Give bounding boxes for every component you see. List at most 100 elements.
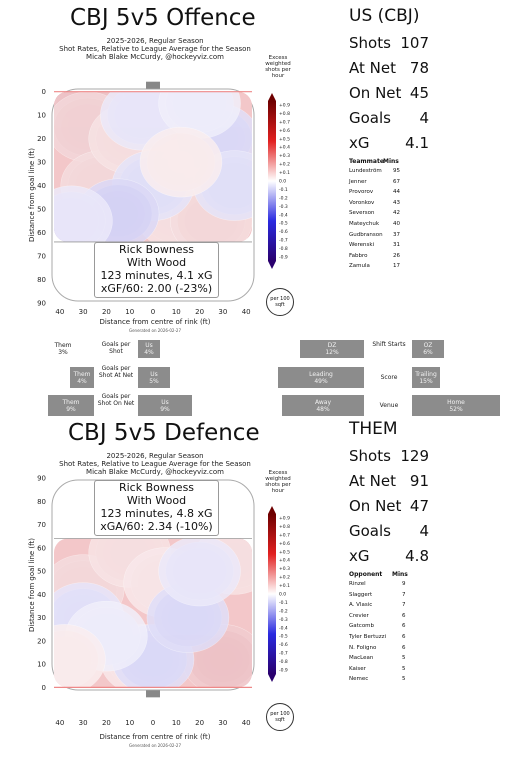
offence-stat-value: 45 [409,84,429,102]
defence-colorbar-tick: +0.5 [279,549,290,555]
defence-ytick: 40 [37,591,46,599]
defence-author: Micah Blake McCurdy, @hockeyviz.com [86,468,224,476]
teammate-mins: 42 [393,210,400,217]
offence-heatmap: 40 30 20 10 0 10 20 30 40 0 10 20 30 40 50 60 70 80 90 Dist… [28,81,290,316]
gpson-them: Them 9% [48,395,94,416]
offence-net [146,81,160,89]
offence-info-with: With Wood [126,256,187,269]
offence-colorbar-tick: -0.1 [279,187,288,193]
defence-xtick: 40 [55,719,64,726]
offence-colorbar-tick: +0.5 [279,136,290,142]
defence-xtick: 10 [125,719,134,726]
teammate-mins: 26 [393,252,400,259]
defence-ytick: 60 [37,544,46,552]
defence-generated: Generated on 2026-02-27 [129,743,181,748]
offence-xtick: 30 [79,308,88,316]
opponent-name: N. Foligno [349,644,377,651]
opponent-row: MacLean 5 [349,655,429,664]
opponent-mins: 7 [402,591,406,598]
offence-colorbar-tick: +0.2 [279,162,290,168]
gps-label: Goals per Shot [101,341,131,355]
defence-colorbar-tick: +0.7 [279,532,290,538]
opponent-name: MacLean [349,655,374,662]
offence-stats-table: Shots 107 At Net 78 On Net 45 Goals 4 xG 4.1 [349,34,499,164]
teammate-mins: 43 [393,199,400,206]
defence-xtick: 20 [102,719,111,726]
defence-ytick: 0 [42,684,46,692]
opponent-name: Nemec [349,676,369,683]
offence-xtick: 0 [151,308,155,316]
defence-stat-row: xG 4.8 [349,547,499,567]
defence-colorbar-tick: -0.2 [279,608,288,614]
teammate-name: Gudbranson [349,231,383,238]
opponent-row: Nemec 5 [349,676,429,685]
offence-xlabel: Distance from centre of rink (ft) [99,318,211,326]
offence-colorbar-tick: +0.4 [279,145,290,151]
defence-ytick: 10 [37,661,46,669]
offence-ylabel: Distance from goal line (ft) [28,148,36,242]
venue-home: Home 52% [412,395,500,416]
defence-ytick: 30 [37,614,46,622]
defence-stat-row: On Net 47 [349,497,499,517]
defence-ytick: 70 [37,521,46,529]
teammate-row: Werenski 31 [349,242,429,251]
defence-colorbar-tick: -0.4 [279,625,288,631]
gpsan-them: Them 4% [70,367,94,388]
opponent-name: Crevier [349,612,369,619]
defence-xtick: 10 [172,719,181,726]
teammate-row: Lundeström 95 [349,168,429,177]
offence-colorbar-tick: +0.8 [279,111,290,117]
offence-hotspot [139,126,223,198]
defence-net [146,690,160,698]
defence-hotspot [54,624,106,688]
defence-colorbar-tick: -0.7 [279,651,288,657]
opponent-name: A. Vlasic [349,602,373,609]
defence-colorbar-tick: 0.0 [279,592,286,598]
offence-subtitle: Shot Rates, Relative to League Average f… [59,45,251,53]
opponent-mins: 9 [402,581,406,587]
shift-oz: OZ 6% [412,340,444,358]
teammate-list: Lundeström 95 Jenner 67 Provorov 44 Voronkov 43… [349,168,429,280]
defence-info-box: Rick Bowness With Wood 123 minutes, 4.8 … [94,480,219,536]
shift-dz: DZ 12% [300,340,364,358]
teammate-name: Jenner [349,178,367,185]
opponent-row: Crevier 6 [349,613,429,622]
offence-colorbar-tick: -0.6 [279,229,288,235]
teammate-name: Werenski [349,242,375,249]
teammate-header: Teammate [349,158,384,165]
teammate-row: Fabbro 26 [349,253,429,262]
teammate-mins: 95 [393,168,400,174]
teammate-row: Jenner 67 [349,179,429,188]
teammate-mins: 17 [393,263,400,270]
defence-ytick: 80 [37,498,46,506]
teammate-name: Fabbro [349,252,368,259]
defence-colorbar-tick: -0.3 [279,617,288,623]
teammate-mins-header: Mins [383,158,399,165]
venue-label: Venue [379,402,399,409]
teammate-row: Voronkov 43 [349,200,429,209]
venue-away: Away 48% [282,395,364,416]
opponent-mins: 6 [402,644,406,651]
offence-colorbar-tick: -0.2 [279,195,288,201]
defence-stats-header: THEM [349,419,398,439]
offence-colorbar-tick: -0.3 [279,204,288,210]
opponent-mins: 5 [402,665,406,672]
opponent-row: N. Foligno 6 [349,645,429,654]
defence-stat-value: 4.8 [405,547,429,565]
defence-stat-value: 91 [409,472,429,490]
teammate-name: Mateychuk [349,221,380,227]
opponent-mins-header: Mins [392,571,408,578]
defence-stat-value: 4 [419,522,429,540]
teammate-name: Provorov [349,189,374,196]
defence-ylabel: Distance from goal line (ft) [28,538,36,632]
offence-colorbar-tick: -0.8 [279,246,288,252]
defence-stat-row: Goals 4 [349,522,499,542]
defence-stat-row: At Net 91 [349,472,499,492]
defence-stat-row: Shots 129 [349,447,499,467]
gps-them: Them 3% [48,340,78,358]
defence-colorbar-tick: +0.2 [279,575,290,581]
offence-stat-label: Goals [349,109,391,127]
defence-xtick: 30 [218,719,227,726]
offence-colorbar-tick: +0.3 [279,153,290,159]
teammate-row: Gudbranson 37 [349,232,429,241]
